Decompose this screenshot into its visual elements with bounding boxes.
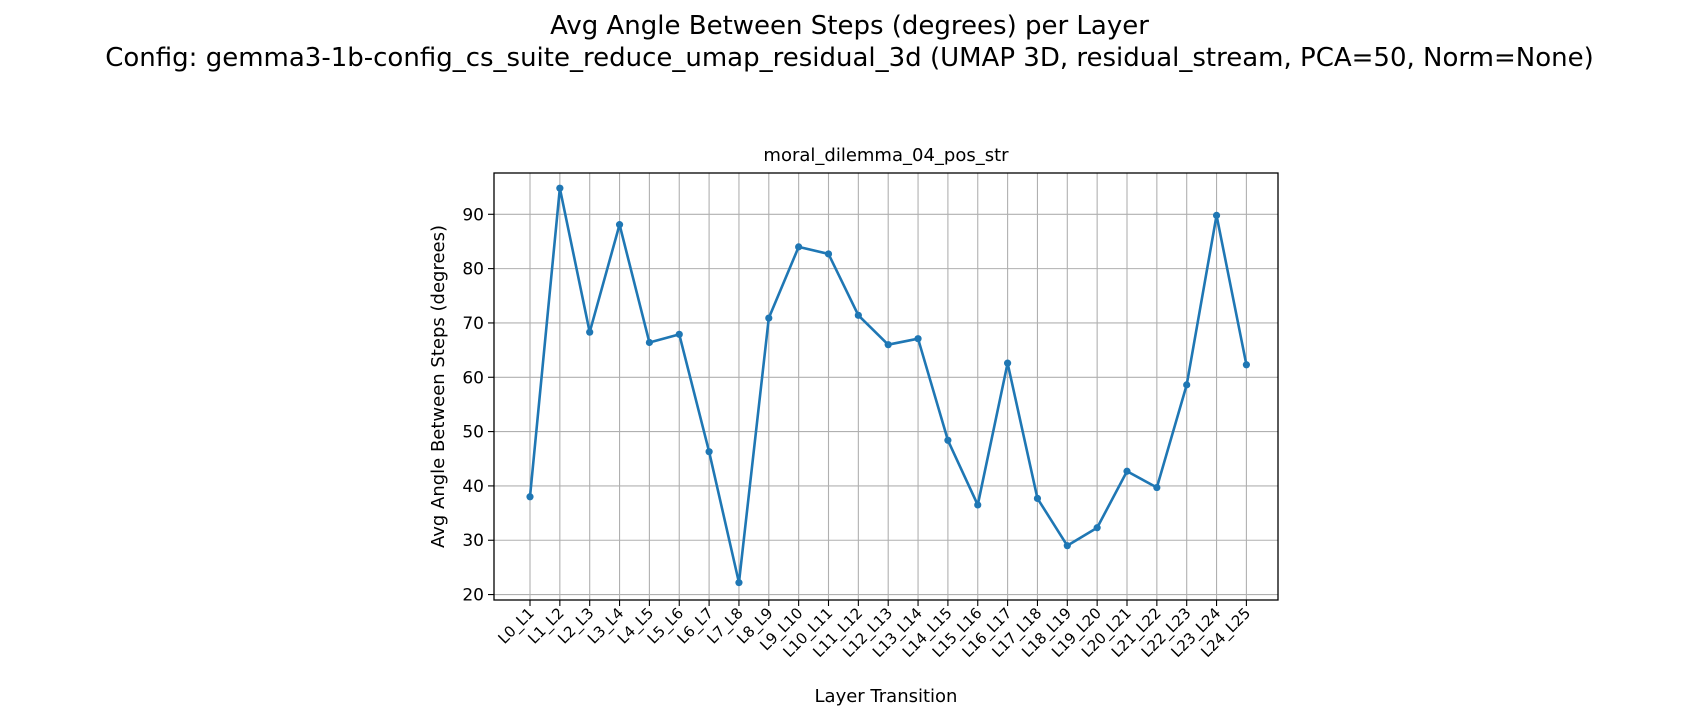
- data-point: [1242, 361, 1250, 369]
- data-point: [1212, 211, 1221, 219]
- y-tick-label: 30: [462, 531, 484, 551]
- data-point: [1033, 494, 1042, 503]
- figure-title-line-2: Config: gemma3-1b-config_cs_suite_reduce…: [105, 43, 1594, 73]
- y-tick-label: 20: [462, 586, 484, 606]
- data-point: [1123, 467, 1131, 475]
- x-axis-label: Layer Transition: [815, 686, 958, 707]
- data-point: [1004, 359, 1012, 367]
- data-point: [824, 250, 833, 258]
- data-point: [526, 493, 534, 501]
- y-tick-label: 90: [462, 205, 484, 225]
- series-layer: [526, 184, 1250, 587]
- plot-frame: [493, 172, 1279, 601]
- y-tick-label: 50: [462, 423, 484, 443]
- data-point: [735, 579, 743, 587]
- data-point: [854, 311, 862, 319]
- data-point: [884, 341, 892, 349]
- data-point: [974, 501, 982, 509]
- data-point: [705, 448, 713, 456]
- y-tick-label: 80: [462, 260, 484, 280]
- data-point: [1063, 542, 1071, 550]
- x-axis-ticks: L0_L1L1_L2L2_L3L3_L4L4_L5L5_L6L6_L7L7_L8…: [494, 600, 1255, 662]
- data-point: [1183, 381, 1191, 389]
- grid: [494, 173, 1278, 600]
- data-point: [765, 314, 773, 322]
- data-point: [1093, 524, 1101, 532]
- y-tick-label: 60: [462, 368, 484, 388]
- data-point: [1153, 483, 1161, 492]
- data-point: [556, 184, 564, 192]
- y-axis-ticks: 20 30 40 50 60 70 80 90: [462, 205, 494, 606]
- data-point: [645, 338, 654, 347]
- y-tick-label: 40: [462, 477, 484, 497]
- y-axis-label: Avg Angle Between Steps (degrees): [428, 225, 449, 548]
- y-tick-label: 70: [462, 314, 484, 334]
- data-point: [586, 328, 594, 336]
- data-point: [615, 221, 624, 229]
- data-point: [675, 330, 683, 338]
- figure-title-line-1: Avg Angle Between Steps (degrees) per La…: [550, 11, 1149, 41]
- data-point: [944, 436, 952, 444]
- data-point: [795, 243, 803, 251]
- chart-title: moral_dilemma_04_pos_str: [763, 145, 1009, 166]
- data-point: [914, 335, 922, 343]
